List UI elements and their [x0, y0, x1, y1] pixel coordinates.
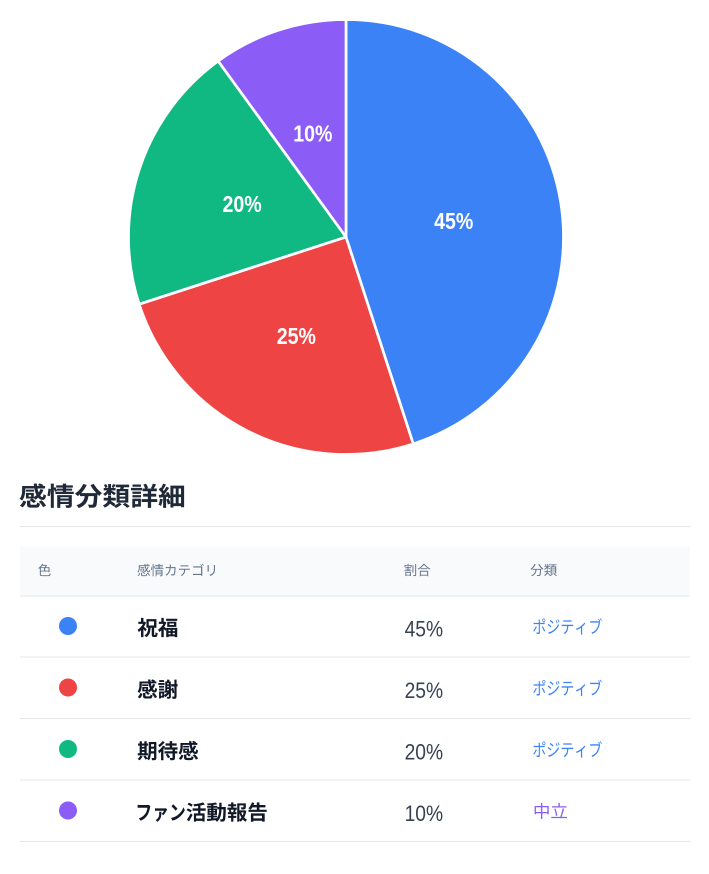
- svg-text:45%: 45%: [405, 617, 444, 642]
- svg-text:20%: 20%: [223, 191, 262, 217]
- svg-text:25%: 25%: [405, 678, 444, 703]
- svg-text:25%: 25%: [277, 323, 316, 349]
- svg-text:45%: 45%: [434, 208, 473, 234]
- svg-text:20%: 20%: [405, 740, 444, 765]
- svg-text:10%: 10%: [293, 120, 332, 146]
- svg-text:10%: 10%: [405, 801, 444, 826]
